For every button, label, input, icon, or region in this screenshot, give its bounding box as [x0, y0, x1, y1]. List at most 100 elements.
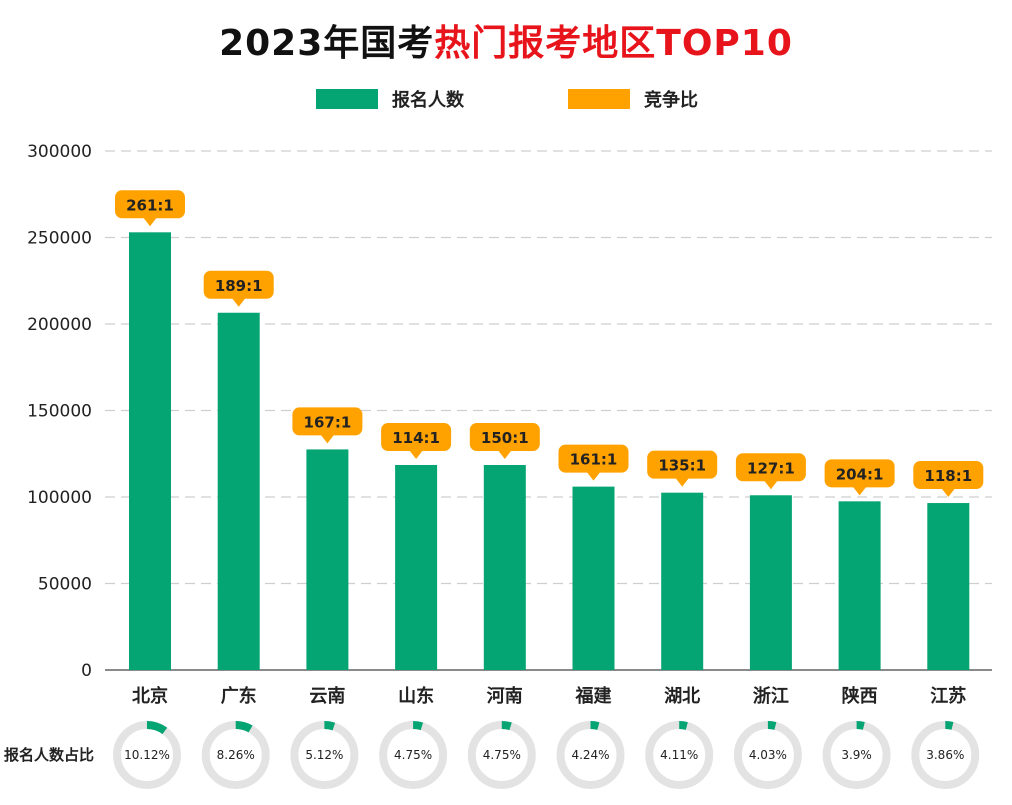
x-category-label: 陕西 — [842, 685, 878, 707]
share-percent-label: 4.24% — [571, 748, 609, 762]
x-category-label: 福建 — [575, 685, 612, 707]
legend-item-ratio: 竞争比 — [568, 86, 698, 112]
legend-swatch-ratio — [568, 89, 630, 109]
y-tick-label: 0 — [81, 661, 92, 681]
ratio-callout: 127:1 — [735, 453, 806, 490]
ratio-callout-pointer — [763, 480, 778, 490]
title-part-1: 2023年国考 — [219, 23, 435, 64]
ratio-callout-pointer — [675, 477, 690, 487]
share-ring-fill — [645, 721, 714, 789]
ratio-callout-box — [381, 422, 452, 451]
x-category-label: 北京 — [132, 685, 168, 707]
bar — [572, 486, 615, 670]
x-category-label: 山东 — [398, 685, 434, 707]
x-category-label: 广东 — [221, 685, 257, 707]
ratio-label: 114:1 — [392, 429, 440, 447]
legend-swatch-applicants — [316, 89, 378, 109]
ratio-callout-pointer — [586, 471, 601, 481]
share-ring: 3.86% — [911, 721, 980, 789]
share-ring: 4.75% — [467, 721, 536, 789]
share-percent-label: 3.9% — [841, 748, 872, 762]
y-tick-label: 200000 — [27, 315, 92, 335]
ratio-callout-box — [647, 450, 718, 479]
share-ring-fill — [822, 721, 891, 789]
bar — [927, 503, 970, 670]
ratio-callout: 118:1 — [913, 461, 984, 498]
ratio-label: 167:1 — [304, 413, 352, 431]
ratio-label: 261:1 — [126, 196, 174, 214]
share-ring: 3.9% — [822, 721, 891, 789]
ratio-callout-pointer — [409, 449, 424, 459]
chart-title: 2023年国考热门报考地区TOP10 — [0, 14, 1012, 66]
ratio-callout-box — [824, 459, 895, 488]
share-percent-label: 8.26% — [217, 748, 255, 762]
legend-item-applicants: 报名人数 — [316, 86, 464, 112]
ratio-callout-pointer — [231, 297, 246, 307]
share-ring: 10.12% — [113, 721, 181, 789]
ratio-callout: 204:1 — [824, 459, 895, 496]
title-part-2: 热门报考地区TOP10 — [434, 23, 793, 64]
share-ring-fill — [379, 721, 448, 789]
ratio-label: 189:1 — [215, 277, 263, 295]
x-category-label: 河南 — [487, 685, 523, 707]
share-ring: 8.26% — [201, 721, 270, 789]
share-ring-fill — [911, 721, 980, 789]
share-percent-label: 4.75% — [394, 748, 432, 762]
share-percent-label: 3.86% — [926, 748, 964, 762]
ratio-label: 161:1 — [570, 451, 618, 469]
share-ring-fill — [290, 721, 359, 789]
share-row-label: 报名人数占比 — [4, 746, 95, 764]
ratio-callout: 161:1 — [558, 444, 629, 481]
y-tick-label: 100000 — [27, 488, 92, 508]
x-category-label: 云南 — [309, 685, 345, 707]
ratio-callout: 114:1 — [381, 422, 452, 459]
legend: 报名人数 竞争比 — [0, 86, 1012, 112]
ratio-callout-box — [913, 461, 984, 490]
ratio-callout: 189:1 — [203, 270, 274, 307]
share-ring-fill — [201, 721, 270, 789]
ratio-callout-pointer — [320, 434, 335, 444]
share-percent-label: 4.03% — [749, 748, 787, 762]
bar — [395, 464, 438, 670]
ratio-label: 127:1 — [747, 459, 795, 477]
ratio-label: 135:1 — [658, 457, 706, 475]
share-ring-fill — [556, 721, 625, 789]
bar — [483, 464, 526, 670]
y-tick-label: 150000 — [27, 402, 92, 422]
share-ring-fill — [467, 721, 536, 789]
ratio-label: 204:1 — [836, 465, 884, 483]
ratio-callout-box — [115, 190, 185, 219]
share-ring: 4.03% — [733, 721, 802, 789]
ratio-callout-pointer — [941, 488, 956, 498]
bar — [661, 492, 704, 670]
ratio-callout: 167:1 — [292, 407, 363, 444]
ratio-callout: 150:1 — [469, 422, 540, 459]
ratio-callout-box — [469, 422, 540, 451]
ratio-callout-box — [735, 453, 806, 482]
legend-label-ratio: 竞争比 — [644, 90, 698, 111]
share-ring: 5.12% — [290, 721, 359, 789]
share-ring: 4.24% — [556, 721, 625, 789]
share-ring-fill — [733, 721, 802, 789]
bar — [129, 232, 171, 670]
ratio-callout: 135:1 — [647, 450, 718, 487]
share-ring: 4.75% — [379, 721, 448, 789]
x-category-label: 湖北 — [664, 686, 700, 707]
share-percent-label: 10.12% — [124, 748, 170, 762]
bar — [749, 495, 792, 670]
share-percent-label: 4.11% — [660, 748, 698, 762]
ratio-label: 150:1 — [481, 429, 529, 447]
ratio-callout-pointer — [852, 486, 867, 496]
x-category-label: 江苏 — [930, 685, 966, 707]
legend-label-applicants: 报名人数 — [392, 90, 464, 111]
y-tick-label: 300000 — [27, 142, 92, 162]
ratio-callout-box — [203, 270, 274, 299]
share-percent-label: 4.75% — [483, 748, 521, 762]
bar — [838, 501, 881, 670]
share-percent-label: 5.12% — [305, 748, 343, 762]
ratio-callout: 261:1 — [115, 190, 185, 227]
share-ring-fill — [113, 721, 181, 789]
y-tick-label: 250000 — [27, 229, 92, 249]
y-tick-label: 50000 — [38, 575, 92, 595]
